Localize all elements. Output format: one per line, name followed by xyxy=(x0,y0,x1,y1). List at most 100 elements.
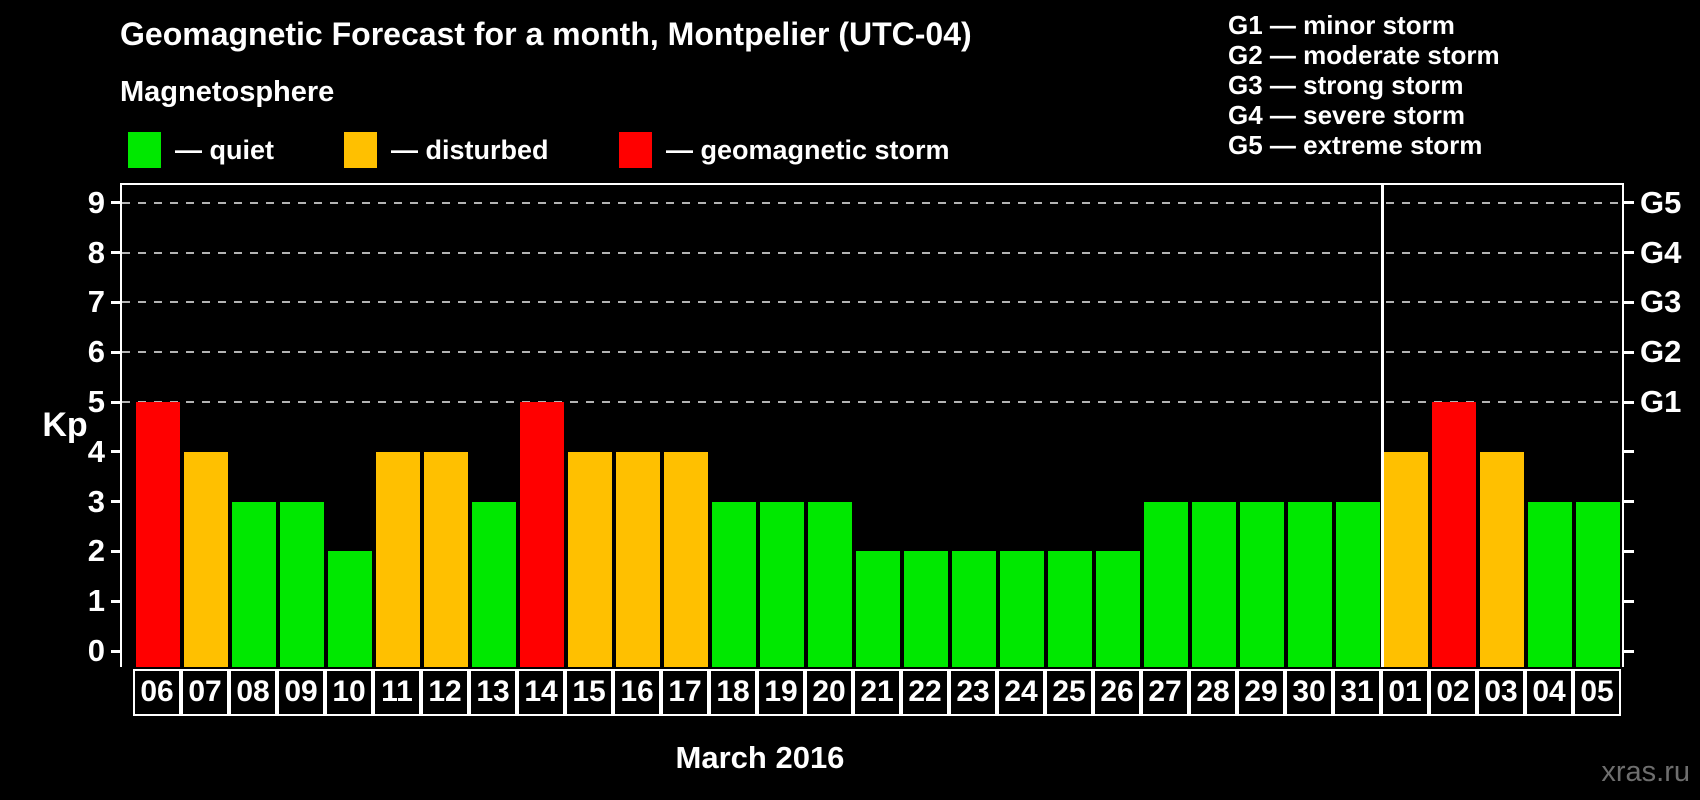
storm-scale-row-g2: G2 — moderate storm xyxy=(1228,40,1500,70)
right-axis-tick-3 xyxy=(1624,500,1634,504)
bar-12 xyxy=(424,451,468,667)
date-cell-06: 06 xyxy=(133,669,181,716)
y-axis-tick-6 xyxy=(111,350,120,354)
y-axis-tick-1 xyxy=(111,599,120,603)
plot-area xyxy=(120,183,1624,667)
bar-08 xyxy=(232,501,276,667)
storm-scale-row-g4: G4 — severe storm xyxy=(1228,100,1466,130)
grid-line-kp7 xyxy=(122,301,1622,304)
y-axis-label-1: 1 xyxy=(87,583,105,619)
bar-09 xyxy=(280,501,324,667)
right-axis-tick-1 xyxy=(1624,599,1634,603)
date-cell-16: 16 xyxy=(613,669,661,716)
bar-06 xyxy=(136,402,180,667)
right-axis-tick-7 xyxy=(1624,300,1634,304)
magnetosphere-label: Magnetosphere xyxy=(120,76,335,108)
legend-label-storm: — geomagnetic storm xyxy=(666,134,950,165)
bar-28 xyxy=(1192,501,1236,667)
watermark: xras.ru xyxy=(1601,756,1690,788)
disturbed-color-swatch xyxy=(344,132,377,168)
right-axis-label-g5: G5 xyxy=(1640,184,1682,220)
y-axis-label-6: 6 xyxy=(87,334,105,370)
date-cell-11: 11 xyxy=(373,669,421,716)
bar-14 xyxy=(520,402,564,667)
chart-title: Geomagnetic Forecast for a month, Montpe… xyxy=(120,16,972,52)
date-cell-05: 05 xyxy=(1573,669,1621,716)
bar-30 xyxy=(1288,501,1332,667)
bar-20 xyxy=(808,501,852,667)
grid-line-kp6 xyxy=(122,351,1622,354)
legend-item-storm: — geomagnetic storm xyxy=(619,132,950,168)
right-axis-tick-5 xyxy=(1624,400,1634,404)
right-axis-label-g3: G3 xyxy=(1640,284,1682,320)
date-cell-09: 09 xyxy=(277,669,325,716)
right-axis-tick-9 xyxy=(1624,201,1634,205)
y-axis-label-9: 9 xyxy=(87,184,105,220)
date-cell-10: 10 xyxy=(325,669,373,716)
bar-10 xyxy=(328,551,372,667)
y-axis-label-3: 3 xyxy=(87,483,105,519)
date-cell-19: 19 xyxy=(757,669,805,716)
date-cell-27: 27 xyxy=(1141,669,1189,716)
bar-04 xyxy=(1528,501,1572,667)
bar-27 xyxy=(1144,501,1188,667)
y-axis-tick-8 xyxy=(111,251,120,255)
month-separator xyxy=(1380,185,1384,667)
storm-scale-row-g5: G5 — extreme storm xyxy=(1228,130,1483,160)
y-axis-tick-4 xyxy=(111,450,120,454)
grid-line-kp5 xyxy=(122,401,1622,403)
bar-22 xyxy=(904,551,948,667)
date-cell-20: 20 xyxy=(805,669,853,716)
bar-17 xyxy=(664,451,708,667)
right-axis-label-g4: G4 xyxy=(1640,234,1682,270)
y-axis-tick-9 xyxy=(111,201,120,205)
date-cell-18: 18 xyxy=(709,669,757,716)
date-cell-24: 24 xyxy=(997,669,1045,716)
date-cell-01: 01 xyxy=(1381,669,1429,716)
bar-03 xyxy=(1480,451,1524,667)
bar-25 xyxy=(1048,551,1092,667)
date-cell-23: 23 xyxy=(949,669,997,716)
bar-26 xyxy=(1096,551,1140,667)
bar-13 xyxy=(472,501,516,667)
right-axis-label-g2: G2 xyxy=(1640,334,1682,370)
date-cell-22: 22 xyxy=(901,669,949,716)
date-cell-04: 04 xyxy=(1525,669,1573,716)
bar-05 xyxy=(1576,501,1620,667)
quiet-color-swatch xyxy=(128,132,161,168)
right-axis-tick-0 xyxy=(1624,649,1634,653)
grid-line-kp9 xyxy=(122,201,1622,204)
date-cell-02: 02 xyxy=(1429,669,1477,716)
legend-label-quiet: — quiet xyxy=(175,134,274,165)
date-cell-07: 07 xyxy=(181,669,229,716)
y-axis-label-4: 4 xyxy=(87,433,105,469)
bar-18 xyxy=(712,501,756,667)
bar-07 xyxy=(184,451,228,667)
date-cell-14: 14 xyxy=(517,669,565,716)
date-cell-03: 03 xyxy=(1477,669,1525,716)
y-axis-label-8: 8 xyxy=(87,234,105,270)
y-axis-label-7: 7 xyxy=(87,284,105,320)
date-cell-30: 30 xyxy=(1285,669,1333,716)
bar-19 xyxy=(760,501,804,667)
y-axis-title: Kp xyxy=(42,406,88,444)
bar-24 xyxy=(1000,551,1044,667)
storm-color-swatch xyxy=(619,132,652,168)
y-axis-label-5: 5 xyxy=(87,384,105,419)
date-cell-26: 26 xyxy=(1093,669,1141,716)
date-cell-17: 17 xyxy=(661,669,709,716)
bar-31 xyxy=(1336,501,1380,667)
date-cell-21: 21 xyxy=(853,669,901,716)
date-cell-08: 08 xyxy=(229,669,277,716)
y-axis-label-0: 0 xyxy=(87,633,105,668)
bar-29 xyxy=(1240,501,1284,667)
y-axis-tick-7 xyxy=(111,300,120,304)
y-axis-tick-0 xyxy=(111,649,120,653)
right-axis-tick-2 xyxy=(1624,549,1634,553)
x-axis-title: March 2016 xyxy=(675,740,845,775)
right-axis-tick-8 xyxy=(1624,251,1634,255)
date-cell-31: 31 xyxy=(1333,669,1381,716)
date-cell-13: 13 xyxy=(469,669,517,716)
legend-item-disturbed: — disturbed xyxy=(344,132,549,168)
date-cell-28: 28 xyxy=(1189,669,1237,716)
